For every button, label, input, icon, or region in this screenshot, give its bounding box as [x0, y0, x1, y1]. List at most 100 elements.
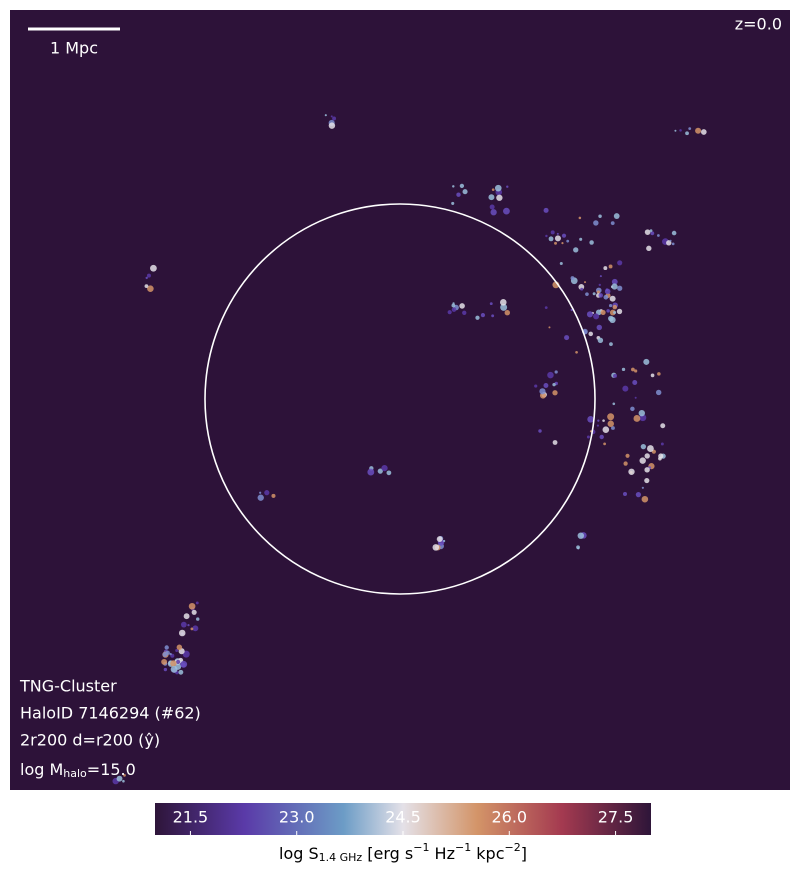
emission-blob [146, 273, 151, 278]
label-part: ] [521, 844, 527, 863]
emission-blob [170, 665, 178, 673]
emission-blob [575, 350, 578, 354]
emission-blob [669, 239, 672, 242]
emission-blob [655, 389, 662, 396]
emission-blob [660, 423, 666, 429]
emission-blob [685, 131, 689, 136]
emission-blob [187, 623, 190, 627]
emission-blob [576, 545, 580, 550]
emission-blob [195, 601, 199, 605]
info-part: =15.0 [87, 760, 136, 779]
emission-blob [612, 402, 616, 406]
emission-blob [443, 539, 446, 543]
emission-blob [593, 220, 599, 226]
emission-blob [452, 185, 455, 188]
emission-blob [500, 303, 508, 311]
emission-blob [556, 232, 559, 235]
emission-blob [635, 492, 642, 498]
emission-blob [183, 613, 190, 620]
emission-blob [328, 122, 336, 129]
emission-blob [641, 486, 644, 489]
emission-blob [456, 192, 461, 197]
map-background [10, 10, 790, 790]
emission-blob [180, 621, 187, 628]
emission-blob [597, 337, 604, 343]
emission-blob [641, 495, 649, 503]
emission-blob [603, 266, 608, 271]
emission-blob [170, 660, 177, 667]
emission-blob [584, 281, 587, 284]
colorbar-tick-label: 26.0 [491, 808, 527, 827]
emission-blob [496, 194, 503, 201]
emission-blob [459, 183, 465, 189]
emission-blob [188, 602, 196, 610]
emission-blob [644, 453, 650, 459]
emission-blob [566, 239, 570, 243]
emission-blob [593, 313, 600, 320]
info: HaloID 7146294 (#62) [20, 704, 201, 723]
emission-blob [176, 644, 183, 651]
emission-blob [611, 426, 615, 430]
emission-blob [613, 213, 620, 219]
emission-blob [545, 234, 548, 238]
emission-blob [178, 669, 184, 675]
emission-blob [609, 342, 613, 346]
emission-blob [169, 652, 172, 656]
emission-blob [658, 456, 662, 461]
emission-blob [377, 468, 383, 474]
emission-blob [432, 544, 440, 551]
info: log Mhalo=15.0 [20, 760, 136, 781]
emission-blob [602, 426, 610, 433]
label-sup: −1 [413, 841, 429, 854]
emission-blob [504, 310, 510, 316]
emission-blob [543, 207, 549, 213]
emission-blob [660, 442, 664, 446]
label-part: log S [279, 844, 319, 863]
emission-blob [679, 129, 682, 132]
emission-blob [257, 494, 264, 501]
emission-blob [634, 369, 638, 373]
emission-blob [603, 442, 606, 446]
info-sub: halo [63, 767, 87, 780]
emission-blob [539, 388, 546, 395]
emission-blob [644, 467, 650, 473]
label-sup: −1 [455, 841, 471, 854]
emission-blob [548, 326, 551, 329]
emission-blob [610, 221, 615, 226]
emission-blob [459, 303, 465, 309]
emission-blob [381, 464, 388, 472]
emission-blob [586, 435, 590, 439]
emission-blob [561, 242, 564, 245]
label-sup: −2 [505, 841, 521, 854]
emission-blob [491, 314, 495, 318]
emission-blob [589, 240, 594, 245]
emission-blob [550, 230, 555, 235]
emission-blob [599, 434, 604, 440]
emission-blob [695, 127, 702, 134]
emission-blob [650, 373, 655, 378]
emission-blob [613, 373, 618, 378]
emission-blob [161, 658, 168, 665]
emission-blob [367, 468, 375, 476]
emission-blob [592, 292, 596, 296]
emission-blob [180, 660, 188, 668]
emission-blob [598, 283, 601, 287]
emission-blob [604, 288, 611, 295]
colorbar-tick-label: 24.5 [385, 808, 421, 827]
emission-blob [559, 261, 563, 265]
emission-blob [623, 491, 628, 496]
colorbar-label: log S1.4 GHz [erg s−1 Hz−1 kpc−2] [279, 841, 527, 864]
emission-blob [587, 416, 594, 423]
r200-circle [204, 203, 596, 595]
emission-blob [178, 629, 186, 637]
emission-blob [630, 406, 635, 412]
emission-blob [144, 284, 149, 289]
emission-blob [554, 370, 558, 374]
colorbar-tick-label: 27.5 [598, 808, 634, 827]
colorbar-ticks: 21.5 23.0 24.5 26.0 27.5 [173, 808, 634, 835]
scale-label: 1 Mpc [50, 39, 98, 58]
emission-blob [671, 230, 677, 236]
emission-blob [622, 385, 629, 392]
colorbar [155, 803, 651, 835]
label-part: Hz [429, 844, 455, 863]
